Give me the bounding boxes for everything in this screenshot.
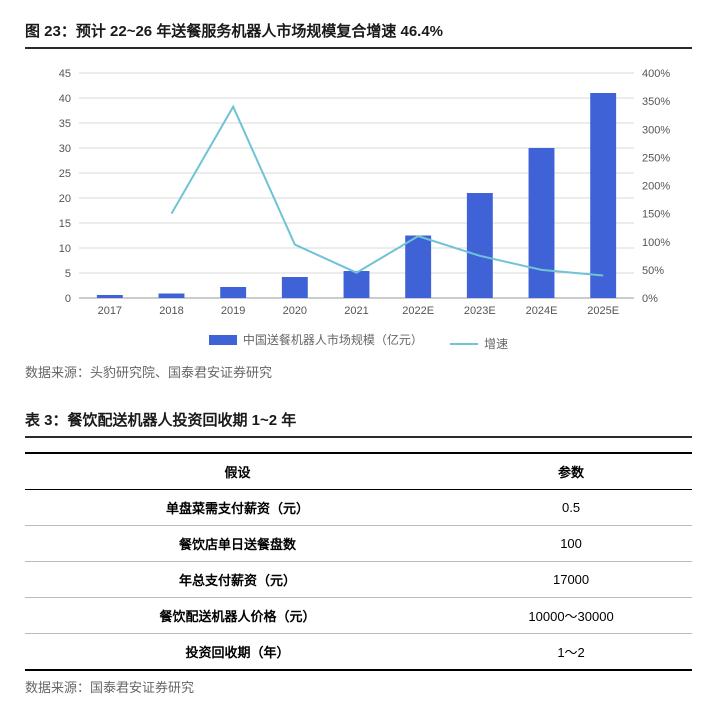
table-header-row: 假设参数 [25, 453, 692, 490]
table-cell: 1～2 [450, 634, 692, 671]
table-cell: 0.5 [450, 490, 692, 526]
table-cell: 投资回收期（年） [25, 634, 450, 671]
figure-source-label: 数据来源： [25, 365, 90, 380]
table-cell: 餐饮配送机器人价格（元） [25, 598, 450, 634]
table-body: 单盘菜需支付薪资（元）0.5餐饮店单日送餐盘数100年总支付薪资（元）17000… [25, 490, 692, 671]
chart-legend: 中国送餐机器人市场规模（亿元） 增速 [25, 331, 692, 352]
bar [158, 294, 184, 299]
table-cell: 单盘菜需支付薪资（元） [25, 490, 450, 526]
svg-text:50%: 50% [642, 265, 664, 277]
bar [528, 148, 554, 298]
bar [281, 277, 307, 298]
svg-text:2022E: 2022E [402, 305, 434, 317]
figure-source-value: 头豹研究院、国泰君安证券研究 [90, 365, 272, 380]
svg-text:0%: 0% [642, 293, 658, 305]
svg-text:2024E: 2024E [525, 305, 557, 317]
table-cell: 100 [450, 526, 692, 562]
table-source-value: 国泰君安证券研究 [90, 680, 194, 695]
legend-swatch-line [450, 343, 478, 345]
bar [405, 236, 431, 299]
table-cell: 10000～30000 [450, 598, 692, 634]
table-row: 餐饮配送机器人价格（元）10000～30000 [25, 598, 692, 634]
svg-text:40: 40 [58, 93, 70, 105]
table-title-rule [25, 436, 692, 438]
bar [590, 93, 616, 298]
legend-swatch-bar [209, 335, 237, 345]
svg-text:45: 45 [58, 68, 70, 80]
table-source: 数据来源：国泰君安证券研究 [25, 677, 692, 696]
figure-source: 数据来源：头豹研究院、国泰君安证券研究 [25, 362, 692, 381]
svg-text:2025E: 2025E [587, 305, 619, 317]
svg-text:2023E: 2023E [463, 305, 495, 317]
table-row: 餐饮店单日送餐盘数100 [25, 526, 692, 562]
table-row: 单盘菜需支付薪资（元）0.5 [25, 490, 692, 526]
table-header-cell: 参数 [450, 453, 692, 490]
table-cell: 17000 [450, 562, 692, 598]
svg-text:10: 10 [58, 243, 70, 255]
combo-chart-svg: 0 5 10 15 20 25 30 35 40 45 0% 50% 100% 150% 200% 250% 3… [29, 63, 689, 323]
figure-title-rule [25, 47, 692, 49]
bar [343, 271, 369, 298]
svg-text:2020: 2020 [282, 305, 306, 317]
svg-text:0: 0 [64, 293, 70, 305]
svg-text:2017: 2017 [97, 305, 121, 317]
table-row: 年总支付薪资（元）17000 [25, 562, 692, 598]
legend-label-line: 增速 [484, 335, 508, 352]
legend-label-bar: 中国送餐机器人市场规模（亿元） [243, 331, 423, 348]
combo-chart: 0 5 10 15 20 25 30 35 40 45 0% 50% 100% 150% 200% 250% 3… [29, 63, 689, 323]
table-row: 投资回收期（年）1～2 [25, 634, 692, 671]
bar [220, 287, 246, 298]
table-cell: 年总支付薪资（元） [25, 562, 450, 598]
svg-text:100%: 100% [642, 237, 670, 249]
svg-text:2018: 2018 [159, 305, 183, 317]
svg-text:25: 25 [58, 168, 70, 180]
svg-text:2019: 2019 [220, 305, 244, 317]
svg-text:350%: 350% [642, 96, 670, 108]
svg-text:15: 15 [58, 218, 70, 230]
bar [466, 193, 492, 298]
payback-table: 假设参数 单盘菜需支付薪资（元）0.5餐饮店单日送餐盘数100年总支付薪资（元）… [25, 452, 692, 671]
svg-text:2021: 2021 [344, 305, 368, 317]
svg-text:35: 35 [58, 118, 70, 130]
svg-text:400%: 400% [642, 68, 670, 80]
svg-text:300%: 300% [642, 124, 670, 136]
figure-title: 图 23：预计 22~26 年送餐服务机器人市场规模复合增速 46.4% [25, 20, 692, 41]
svg-text:200%: 200% [642, 181, 670, 193]
svg-text:5: 5 [64, 268, 70, 280]
bar [96, 295, 122, 298]
legend-item-line: 增速 [450, 335, 508, 352]
svg-text:250%: 250% [642, 152, 670, 164]
table-cell: 餐饮店单日送餐盘数 [25, 526, 450, 562]
table-source-label: 数据来源： [25, 680, 90, 695]
legend-item-bar: 中国送餐机器人市场规模（亿元） [209, 331, 423, 348]
table-header-cell: 假设 [25, 453, 450, 490]
svg-text:20: 20 [58, 193, 70, 205]
table-title: 表 3：餐饮配送机器人投资回收期 1~2 年 [25, 409, 692, 430]
svg-text:30: 30 [58, 143, 70, 155]
svg-text:150%: 150% [642, 209, 670, 221]
